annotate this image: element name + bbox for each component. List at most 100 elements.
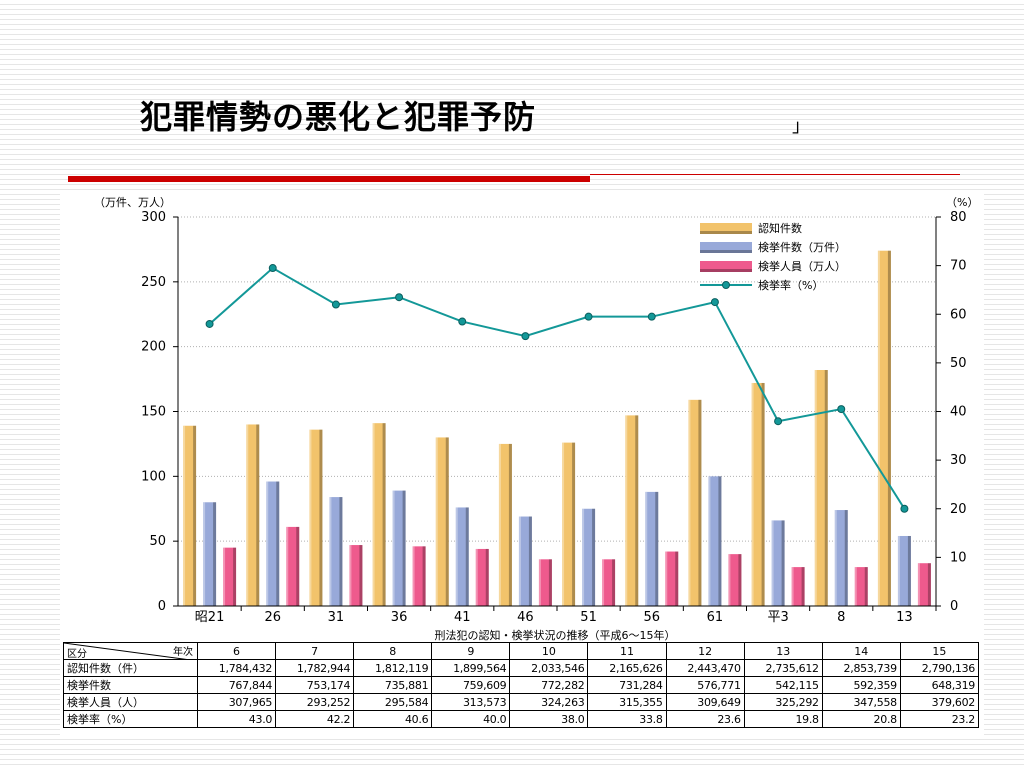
table-cell: 313,573 — [431, 693, 511, 711]
row-label: 検挙件数 — [63, 676, 198, 694]
bar — [582, 508, 596, 606]
legend-label: 認知件数 — [758, 221, 802, 235]
title-underline-thin — [590, 174, 960, 175]
bar — [688, 399, 702, 606]
right-tick-label: 60 — [950, 307, 967, 322]
table-cell: 2,033,546 — [509, 659, 589, 677]
x-tick-label: 26 — [264, 610, 281, 625]
table-cell: 42.2 — [275, 710, 355, 728]
bar — [309, 429, 323, 606]
bar — [455, 507, 469, 606]
rate-point — [331, 300, 340, 309]
legend-label: 検挙率（%） — [758, 278, 823, 292]
table-cell: 19.8 — [743, 710, 823, 728]
left-tick-label: 150 — [141, 405, 166, 420]
row-label: 検挙率（%） — [63, 710, 198, 728]
table-cell: 2,443,470 — [665, 659, 745, 677]
table-cell: 1,782,944 — [275, 659, 355, 677]
table-cell: 325,292 — [743, 693, 823, 711]
table-cell: 759,609 — [431, 676, 511, 694]
table-row-cleared: 検挙件数 767,844 753,174 735,881 759,609 772… — [63, 676, 980, 694]
table-cell: 735,881 — [353, 676, 433, 694]
table-cell: 767,844 — [196, 676, 277, 694]
bar — [246, 424, 260, 606]
slide-title: 犯罪情勢の悪化と犯罪予防 — [140, 98, 537, 136]
legend-label: 検挙人員（万人） — [758, 259, 846, 273]
rate-line-series — [205, 264, 909, 513]
rate-point — [395, 293, 404, 302]
x-tick-label: 61 — [707, 610, 724, 625]
right-tick-label: 40 — [950, 405, 967, 420]
table-cell: 38.0 — [509, 710, 589, 728]
right-tick-label: 80 — [950, 210, 967, 225]
x-tick-label: 昭21 — [195, 610, 225, 625]
right-tick-label: 0 — [950, 599, 958, 614]
rate-point — [837, 405, 846, 414]
x-tick-label: 8 — [837, 610, 845, 625]
bar — [751, 382, 765, 606]
bar — [814, 370, 828, 606]
year-header: 8 — [353, 642, 433, 660]
x-tick-label: 56 — [643, 610, 660, 625]
bar — [203, 502, 217, 606]
table-cell: 379,602 — [899, 693, 980, 711]
bar — [791, 567, 805, 606]
table-cell: 1,784,432 — [196, 659, 277, 677]
bar — [518, 516, 532, 606]
rate-point — [268, 264, 277, 273]
table-cell: 23.6 — [665, 710, 745, 728]
right-tick-label: 50 — [950, 356, 967, 371]
bar — [329, 497, 343, 606]
left-tick-label: 200 — [141, 340, 166, 355]
bar — [266, 481, 280, 606]
corner-year-label: 年次 — [173, 647, 193, 658]
table-cell: 347,558 — [821, 693, 901, 711]
left-tick-label: 50 — [149, 534, 166, 549]
legend-swatch — [700, 261, 752, 272]
crime-trend-chart: 0 50 100 150 200 250 300 0 10 20 30 40 50 60 70 80 昭21 26… — [94, 196, 978, 642]
x-axis-title: 刑法犯の認知・検挙状況の推移（平成6～15年） — [435, 628, 676, 642]
table-cell: 731,284 — [587, 676, 667, 694]
table-row-arrested: 検挙人員（人） 307,965 293,252 295,584 313,573 … — [63, 693, 980, 711]
bar — [392, 490, 406, 606]
x-tick-label: 46 — [517, 610, 534, 625]
rate-point — [584, 312, 593, 321]
bar — [625, 415, 639, 606]
bar — [897, 535, 911, 606]
chart-axes: 0 50 100 150 200 250 300 0 10 20 30 40 50 60 70 80 昭21 26… — [141, 210, 966, 625]
left-axis-unit-label: （万件、万人） — [94, 196, 171, 209]
table-cell: 23.2 — [899, 710, 980, 728]
row-label: 認知件数（件） — [63, 659, 198, 677]
bar — [286, 526, 300, 606]
table-cell: 307,965 — [196, 693, 277, 711]
year-header: 11 — [587, 642, 667, 660]
left-tick-label: 250 — [141, 275, 166, 290]
left-tick-label: 300 — [141, 210, 166, 225]
bar — [538, 559, 552, 606]
x-tick-label: 13 — [896, 610, 913, 625]
year-header: 13 — [743, 642, 823, 660]
rate-point — [458, 317, 467, 326]
bar — [372, 423, 386, 606]
table-cell: 753,174 — [275, 676, 355, 694]
right-tick-label: 20 — [950, 502, 967, 517]
year-header: 12 — [665, 642, 745, 660]
bar — [498, 443, 512, 606]
bar — [917, 563, 931, 606]
bar — [412, 546, 426, 606]
legend-item: 検挙率（%） — [700, 278, 823, 292]
right-tick-label: 70 — [950, 259, 967, 274]
bar — [854, 567, 868, 606]
year-header: 14 — [821, 642, 901, 660]
bar — [183, 425, 197, 606]
bar — [877, 250, 891, 607]
right-axis-unit-label: （%） — [946, 196, 978, 209]
table-cell: 542,115 — [743, 676, 823, 694]
table-cell: 20.8 — [821, 710, 901, 728]
bar — [645, 491, 659, 606]
bar — [665, 551, 679, 606]
table-cell: 324,263 — [509, 693, 589, 711]
table-row-clearance-rate: 検挙率（%） 43.0 42.2 40.6 40.0 38.0 33.8 23.… — [63, 710, 980, 728]
year-header: 9 — [431, 642, 511, 660]
x-tick-label: 51 — [580, 610, 597, 625]
